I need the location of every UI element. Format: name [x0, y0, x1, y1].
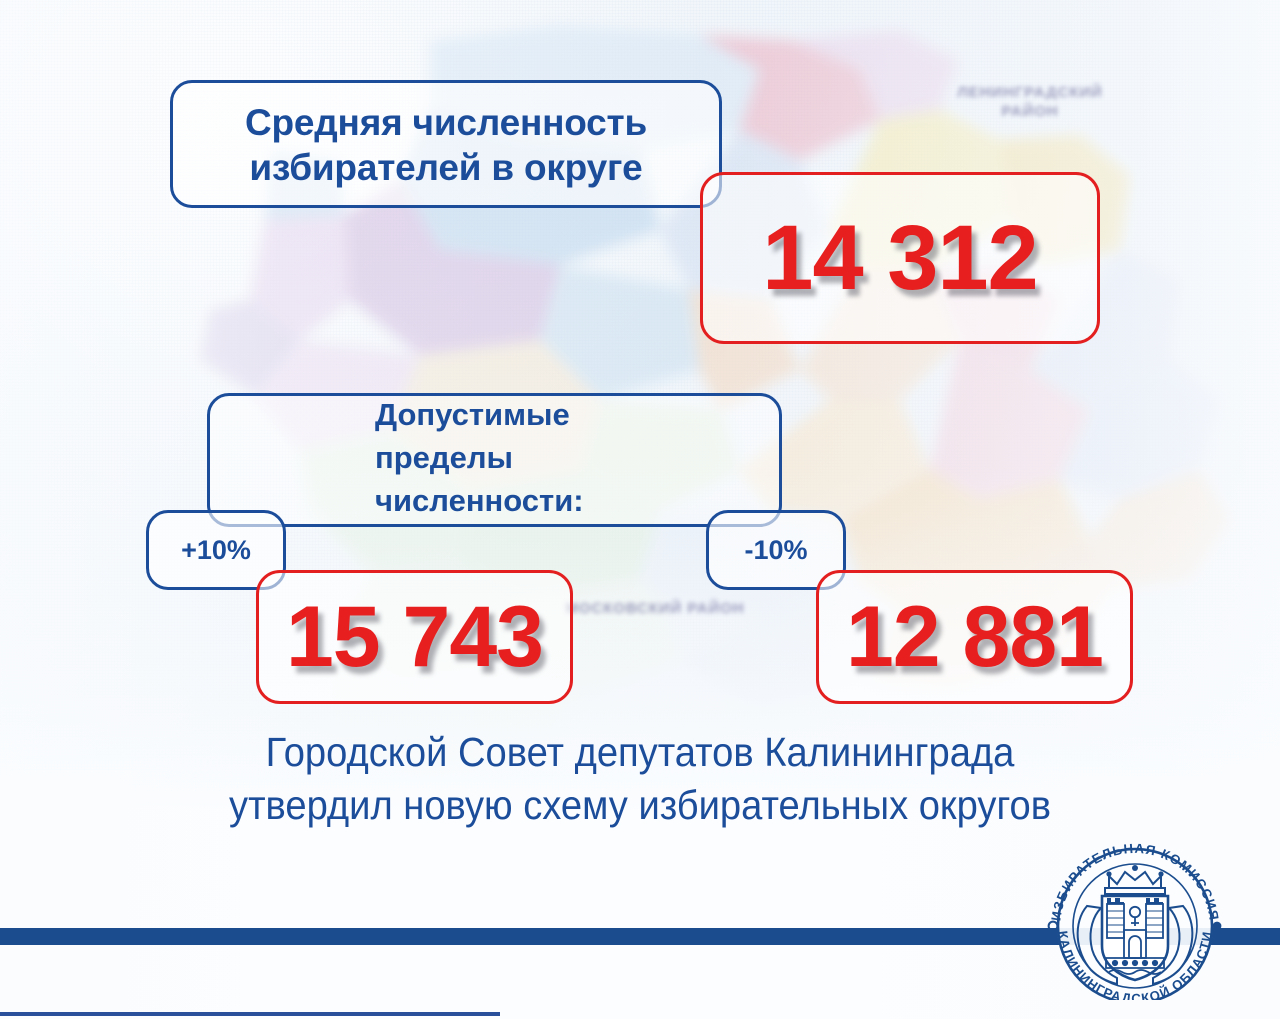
- upper-limit-value-card: 15 743: [256, 570, 573, 704]
- average-voters-value-card: 14 312: [700, 172, 1100, 344]
- coat-of-arms-icon: [1076, 865, 1194, 986]
- election-commission-emblem: ИЗБИРАТЕЛЬНАЯ КОМИССИЯ КАЛИНИНГРАДСКОЙ О…: [1027, 840, 1242, 1000]
- caption-text: Городской Совет депутатов Калининграда у…: [229, 729, 1051, 829]
- bottom-blue-bar: [0, 928, 1280, 945]
- map-label-leningradsky: ЛЕНИНГРАДСКИЙ РАЙОН: [957, 84, 1103, 120]
- upper-limit-value: 15 743: [285, 589, 544, 685]
- average-voters-value: 14 312: [762, 207, 1038, 309]
- limits-title: Допустимые пределы численности:: [375, 397, 584, 518]
- average-voters-title: Средняя численность избирателей в округе: [244, 102, 648, 189]
- lower-limit-value-card: 12 881: [816, 570, 1133, 704]
- map-label-moskovsky: МОСКОВСКИЙ РАЙОН: [565, 600, 745, 617]
- lower-limit-value: 12 881: [845, 589, 1104, 685]
- limits-title-card: [207, 393, 782, 527]
- plus-ten-percent-label: +10%: [181, 534, 251, 565]
- average-voters-title-card: [170, 80, 722, 208]
- minus-ten-percent-label: -10%: [744, 534, 808, 565]
- bottom-thin-line: [0, 1012, 500, 1016]
